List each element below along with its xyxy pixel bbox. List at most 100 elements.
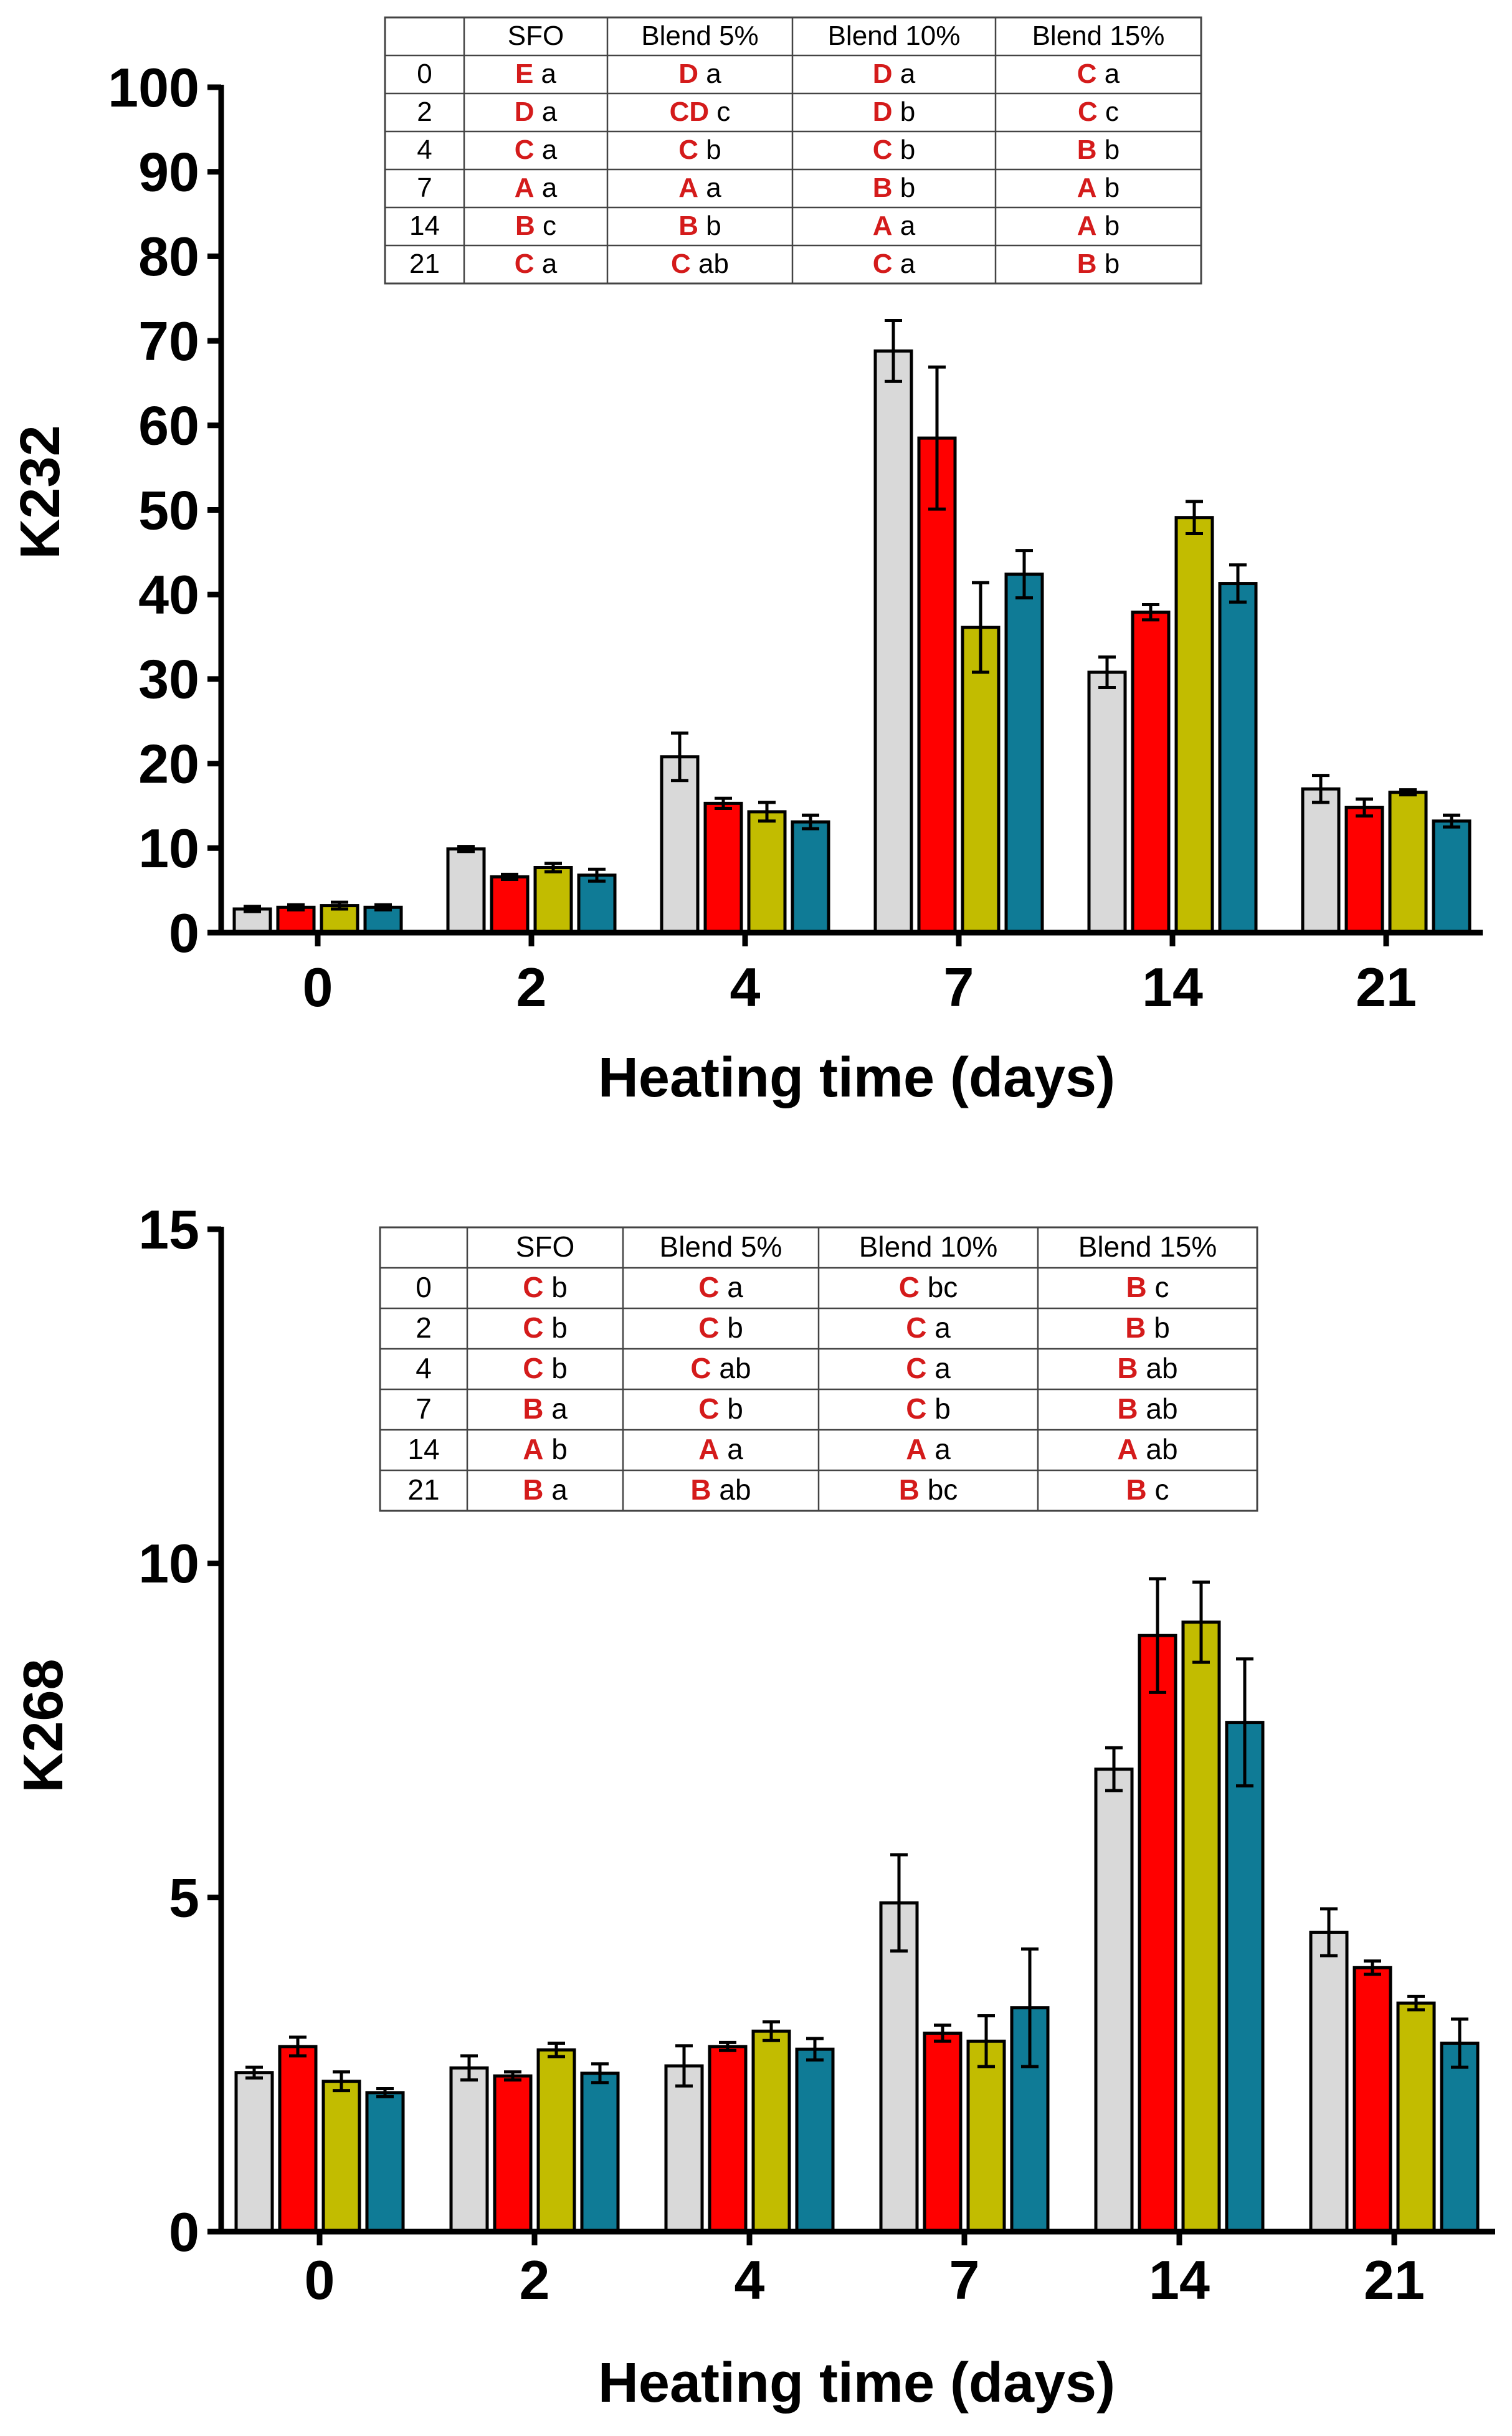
group-letter-upper: D [515, 97, 535, 127]
table-cell: A b [1077, 211, 1120, 241]
table-cell: C b [698, 1311, 743, 1344]
bar-blend-15--day-2 [577, 873, 617, 935]
group-letter-upper: B [899, 1473, 920, 1506]
group-letter-lower: a [698, 173, 721, 203]
bar-blend-5--day-14 [1131, 611, 1171, 935]
table-cell: B b [678, 211, 721, 241]
group-letter-lower: a [535, 97, 558, 127]
table-cell: C a [906, 1352, 951, 1384]
x-tick-label: 2 [520, 2249, 550, 2311]
group-letter-upper: B [1077, 135, 1097, 165]
group-letter-upper: D [678, 59, 698, 89]
group-letter-lower: a [698, 59, 721, 89]
bar-blend-15--day-0 [365, 2091, 405, 2234]
bar-blend-10--day-4 [751, 2029, 791, 2234]
group-letter-upper: C [523, 1271, 543, 1303]
table-header-cell: Blend 10% [828, 21, 961, 51]
table-day-label: 21 [407, 1473, 439, 1506]
table-cell: B b [873, 173, 915, 203]
table-cell: B ab [690, 1473, 751, 1506]
bar-sfo-day-21 [1309, 1930, 1349, 2234]
x-axis-title: Heating time (days) [598, 2352, 1115, 2414]
bar-blend-5--day-21 [1344, 806, 1384, 935]
x-tick-label: 0 [305, 2249, 335, 2311]
group-letter-lower: b [1097, 135, 1120, 165]
bar-blend-10--day-2 [536, 2048, 576, 2234]
group-letter-upper: C [906, 1352, 926, 1384]
table-cell: C c [1078, 97, 1119, 127]
y-axis-title: K268 [12, 1658, 75, 1792]
table-cell: D a [873, 59, 916, 89]
table-header-cell: Blend 5% [641, 21, 758, 51]
group-letter-lower: a [543, 1392, 568, 1425]
group-letter-lower: ab [1138, 1433, 1178, 1465]
table-cell: C a [515, 249, 558, 279]
group-letter-upper: C [515, 249, 535, 279]
group-letter-lower: ab [711, 1473, 751, 1506]
group-letter-upper: C [1078, 97, 1098, 127]
table-day-label: 7 [416, 1392, 432, 1425]
group-letter-lower: a [535, 173, 558, 203]
group-letter-lower: a [926, 1311, 951, 1344]
group-letter-lower: c [709, 97, 730, 127]
table-cell: B bc [899, 1473, 958, 1506]
group-letter-lower: a [893, 211, 916, 241]
table-cell: C b [906, 1392, 951, 1425]
group-letter-upper: A [1077, 173, 1097, 203]
table-day-label: 0 [417, 59, 432, 89]
y-tick-label: 20 [138, 733, 199, 794]
group-letter-lower: b [1097, 173, 1120, 203]
group-letter-lower: c [1147, 1473, 1169, 1506]
bar-sfo-day-2 [449, 2066, 489, 2234]
table-cell: A b [1077, 173, 1120, 203]
group-letter-upper: A [523, 1433, 543, 1465]
table-cell: B c [1126, 1271, 1169, 1303]
group-letter-lower: b [1146, 1311, 1169, 1344]
group-letter-upper: C [873, 135, 893, 165]
bar-blend-10--day-0 [321, 2080, 361, 2234]
group-letter-lower: ab [711, 1352, 751, 1384]
bar-sfo-day-14 [1087, 670, 1127, 935]
group-letter-upper: A [1077, 211, 1097, 241]
group-letter-upper: A [515, 173, 535, 203]
y-tick-label: 0 [169, 2201, 199, 2263]
table-cell: D a [678, 59, 721, 89]
table-day-label: 4 [416, 1352, 432, 1384]
bar-blend-5--day-4 [703, 801, 743, 935]
group-letter-lower: a [1097, 59, 1120, 89]
group-letter-lower: a [893, 249, 916, 279]
y-tick-label: 80 [138, 226, 199, 287]
table-cell: B c [1126, 1473, 1169, 1506]
bar-blend-15--day-21 [1440, 2042, 1480, 2234]
table-header-cell: Blend 10% [859, 1230, 998, 1263]
group-letter-upper: B [1117, 1392, 1138, 1425]
group-letter-upper: B [678, 211, 698, 241]
x-tick-label: 4 [735, 2249, 765, 2311]
table-header-cell: Blend 15% [1032, 21, 1165, 51]
group-letter-upper: B [1126, 1271, 1146, 1303]
table-day-label: 2 [417, 97, 432, 127]
table-day-label: 14 [409, 211, 440, 241]
table-day-label: 7 [417, 173, 432, 203]
group-letter-lower: b [543, 1352, 567, 1384]
table-cell: CD c [670, 97, 731, 127]
table-cell: C b [523, 1271, 568, 1303]
y-tick-label: 50 [138, 479, 199, 541]
group-letter-upper: A [698, 1433, 719, 1465]
y-tick-label: 10 [138, 1533, 199, 1594]
table-cell: C b [523, 1352, 568, 1384]
group-letter-lower: ab [1138, 1352, 1178, 1384]
group-letter-upper: B [515, 211, 535, 241]
group-letter-lower: ab [691, 249, 729, 279]
group-letter-lower: b [719, 1311, 743, 1344]
group-letter-lower: b [719, 1392, 743, 1425]
x-tick-label: 14 [1149, 2249, 1210, 2311]
group-letter-upper: A [873, 211, 893, 241]
table-header-cell: SFO [508, 21, 564, 51]
bar-blend-15--day-2 [580, 2072, 620, 2234]
x-tick-label: 0 [303, 956, 333, 1018]
y-tick-label: 30 [138, 649, 199, 710]
